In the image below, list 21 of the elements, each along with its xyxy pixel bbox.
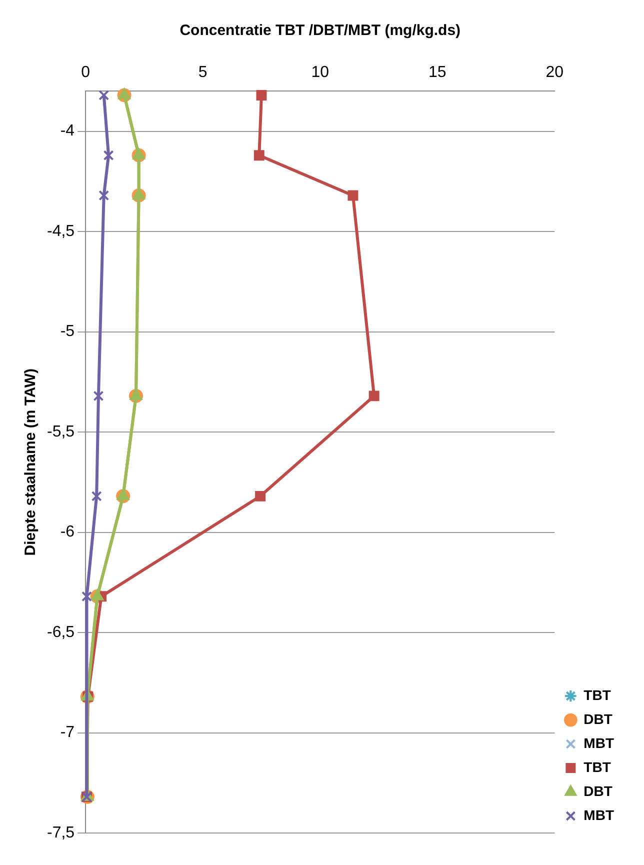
y-tick-label: -6 bbox=[60, 524, 75, 541]
y-tick-label: -4 bbox=[60, 122, 75, 140]
x-tick-label: 20 bbox=[546, 64, 564, 82]
x-tick-label: 10 bbox=[311, 64, 330, 82]
y-tick-label: -4,5 bbox=[46, 222, 75, 240]
legend-label: TBT bbox=[584, 758, 612, 775]
y-tick-label: -6,5 bbox=[46, 624, 75, 641]
legend-label: MBT bbox=[584, 734, 614, 751]
y-tick-label: -5,5 bbox=[46, 423, 75, 440]
x-tick-label: 5 bbox=[198, 64, 208, 82]
legend-label: MBT bbox=[584, 806, 614, 823]
legend-label: DBT bbox=[584, 782, 613, 799]
y-tick-label: -7,5 bbox=[46, 824, 75, 842]
legend-label: DBT bbox=[584, 710, 613, 727]
y-tick-label: -7 bbox=[60, 724, 75, 742]
y-axis-title: Diepte staalname (m TAW) bbox=[22, 368, 40, 556]
x-tick-label: 0 bbox=[81, 64, 90, 82]
x-axis-title: Concentratie TBT /DBT/MBT (mg/kg.ds) bbox=[180, 22, 461, 40]
legend-label: TBT bbox=[584, 686, 612, 703]
x-tick-label: 15 bbox=[428, 64, 446, 82]
y-tick-label: -5 bbox=[60, 323, 75, 340]
